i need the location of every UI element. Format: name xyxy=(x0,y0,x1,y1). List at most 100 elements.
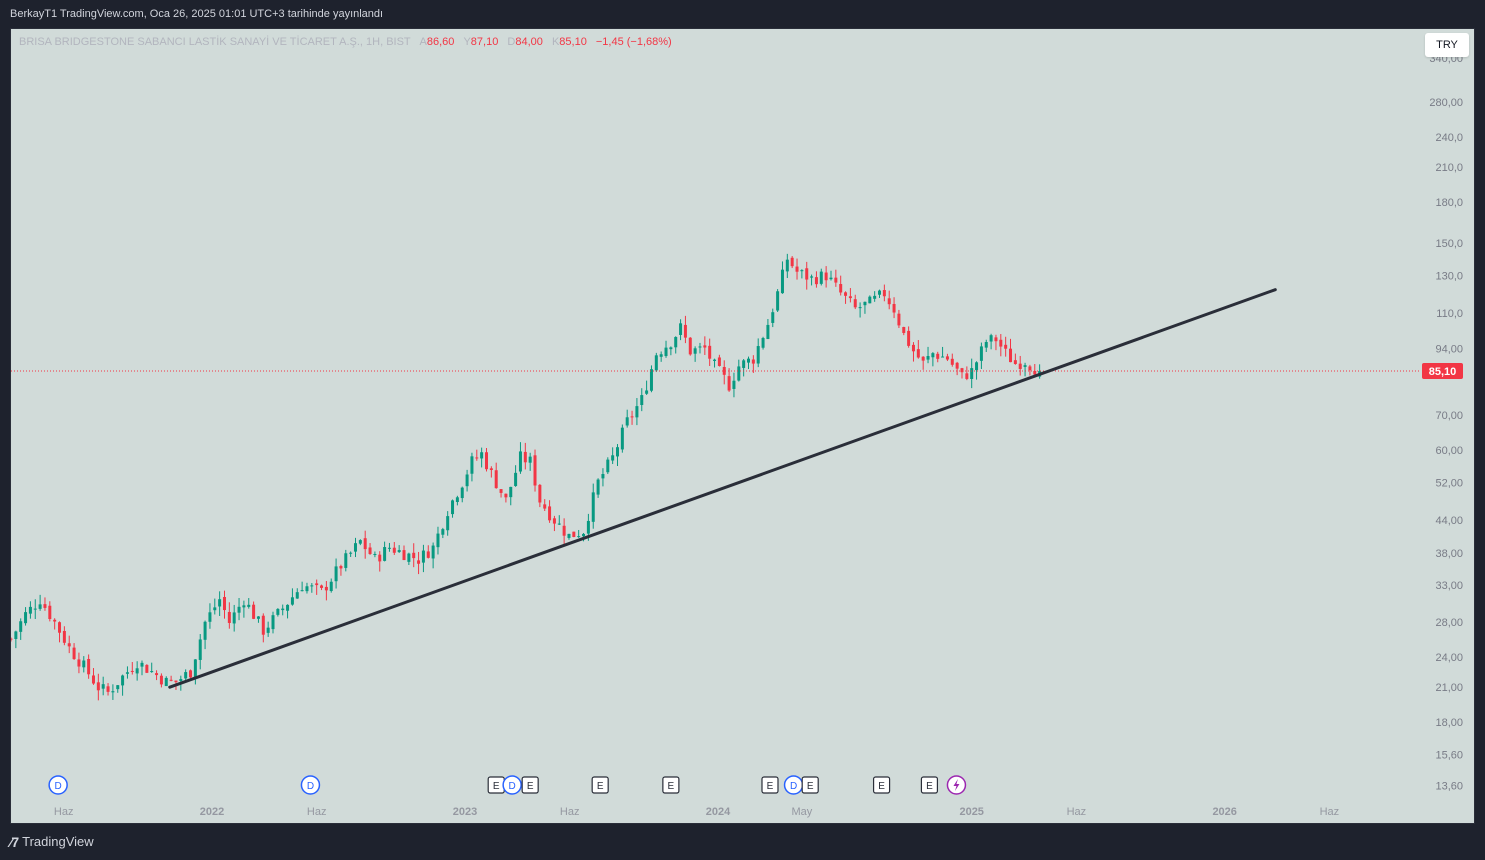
candle-body xyxy=(887,298,891,305)
candle-body xyxy=(737,366,741,381)
change-value: −1,45 (−1,68%) xyxy=(595,36,672,48)
candle-body xyxy=(24,612,28,624)
candle-body xyxy=(111,691,115,693)
candle-body xyxy=(470,456,474,474)
candle-body xyxy=(140,662,144,667)
candle-body xyxy=(790,257,794,267)
candle-body xyxy=(698,346,702,348)
candle-body xyxy=(150,671,154,673)
candle-body xyxy=(586,520,590,534)
candle-body xyxy=(130,670,134,672)
close-value: 85,10 xyxy=(559,36,587,48)
candle-body xyxy=(897,313,901,326)
candle-body xyxy=(717,357,721,366)
candle-body xyxy=(1033,370,1037,375)
candle-body xyxy=(848,296,852,299)
x-tick-label: Haz xyxy=(307,806,327,818)
candle-body xyxy=(800,270,804,272)
candle-body xyxy=(727,376,731,391)
candle-body xyxy=(218,599,222,607)
candle-body xyxy=(383,547,387,561)
y-tick-label: 60,00 xyxy=(1435,445,1463,457)
y-tick-label: 38,00 xyxy=(1435,548,1463,560)
earnings-event-label: E xyxy=(926,781,933,792)
candle-body xyxy=(451,500,455,515)
earnings-event-icon xyxy=(591,776,609,794)
candle-body xyxy=(853,299,857,308)
y-tick-label: 210,0 xyxy=(1435,162,1463,174)
candle-body xyxy=(96,682,100,691)
candle-body xyxy=(290,597,294,605)
candle-body xyxy=(858,307,862,309)
low-value: 84,00 xyxy=(515,36,543,48)
candle-body xyxy=(984,342,988,348)
candle-body xyxy=(213,607,217,611)
candle-body xyxy=(247,604,251,607)
candle-body xyxy=(227,611,231,623)
price-chart[interactable]: 13,60 15,60 18,00 21,00 24,00 28,00 33,00 38,00… xyxy=(11,29,1476,825)
y-tick-label: 13,60 xyxy=(1435,780,1463,792)
candle-body xyxy=(494,470,498,489)
earnings-event-label: E xyxy=(668,781,675,792)
candle-body xyxy=(582,533,586,537)
y-tick-label: 24,00 xyxy=(1435,652,1463,664)
earnings-event-label: E xyxy=(807,781,814,792)
dividend-event-label: D xyxy=(790,781,797,792)
candle-body xyxy=(397,550,401,553)
candle-body xyxy=(300,590,304,592)
candle-body xyxy=(368,547,372,555)
x-tick-label: 2026 xyxy=(1212,806,1236,818)
candle-body xyxy=(286,604,290,611)
dividend-event-icon xyxy=(48,775,68,795)
candle-body xyxy=(533,455,537,486)
candle-body xyxy=(839,284,843,293)
candle-body xyxy=(242,605,246,608)
candle-body xyxy=(67,643,71,647)
candle-body xyxy=(683,324,687,338)
candle-body xyxy=(868,296,872,304)
candle-body xyxy=(989,335,993,342)
earnings-event-label: E xyxy=(878,781,885,792)
dividend-event-label: D xyxy=(55,781,62,792)
candle-body xyxy=(256,616,260,619)
candle-body xyxy=(237,606,241,613)
candle-body xyxy=(780,269,784,294)
earnings-event-icon xyxy=(662,776,680,794)
candle-body xyxy=(606,459,610,473)
candle-body xyxy=(601,474,605,479)
y-tick-label: 110,0 xyxy=(1436,308,1463,320)
candle-body xyxy=(164,677,168,687)
y-tick-label: 44,00 xyxy=(1435,515,1463,527)
candle-body xyxy=(979,346,983,361)
candle-body xyxy=(936,353,940,359)
candle-body xyxy=(630,416,634,418)
candle-body xyxy=(970,368,974,379)
candle-body xyxy=(11,638,13,640)
candle-body xyxy=(785,259,789,272)
candle-body xyxy=(320,585,324,588)
candle-body xyxy=(208,612,212,622)
candle-body xyxy=(945,356,949,360)
lightning-icon xyxy=(953,779,960,791)
currency-button[interactable]: TRY xyxy=(1425,33,1469,57)
candle-body xyxy=(295,592,299,599)
candle-body xyxy=(649,369,653,391)
chart-pane[interactable]: 13,60 15,60 18,00 21,00 24,00 28,00 33,00 38,00… xyxy=(10,28,1475,824)
x-tick-label: 2023 xyxy=(453,806,477,818)
earnings-event-icon xyxy=(872,776,891,794)
earnings-event-icon xyxy=(521,776,539,794)
candle-body xyxy=(305,586,309,592)
y-tick-label: 21,00 xyxy=(1435,682,1463,694)
candle-body xyxy=(232,612,236,624)
candle-body xyxy=(950,358,954,365)
candle-body xyxy=(426,551,430,558)
candle-body xyxy=(921,356,925,361)
candle-body xyxy=(412,552,416,559)
candle-body xyxy=(407,553,411,562)
candle-body xyxy=(19,621,23,632)
candle-body xyxy=(193,659,197,679)
candle-body xyxy=(33,608,37,610)
candle-body xyxy=(509,486,513,498)
candle-body xyxy=(48,605,52,620)
candle-body xyxy=(771,312,775,323)
